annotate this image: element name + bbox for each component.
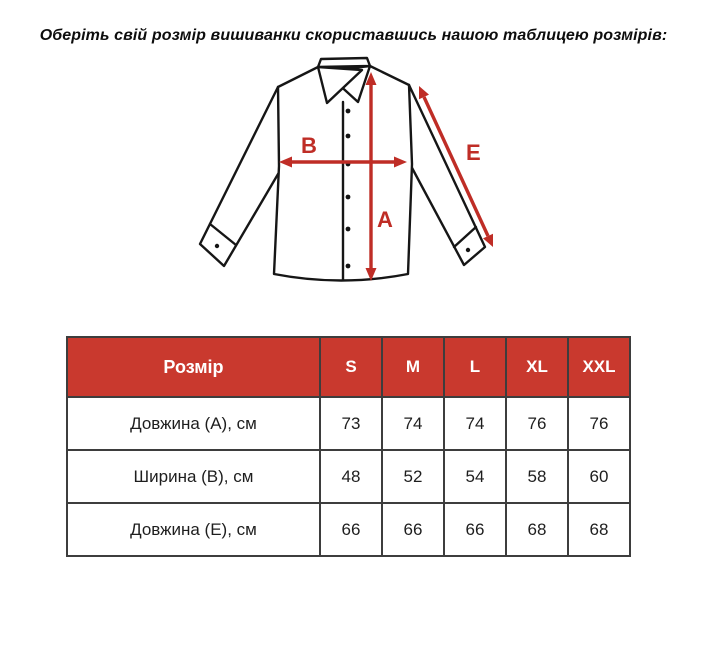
arrow-a-head-top — [365, 72, 376, 85]
button-dot — [345, 108, 350, 114]
arrow-a-head-bottom — [365, 268, 376, 281]
value-cell: 76 — [567, 396, 631, 451]
shirt-outline — [198, 56, 486, 282]
value-cell: 66 — [443, 502, 507, 557]
left-cuff-seam — [208, 222, 237, 247]
label-sleeve-e: E — [466, 140, 481, 165]
value-cell: 66 — [381, 502, 445, 557]
header-cell-size-xxl: XXL — [567, 336, 631, 398]
header-cell-size-label: Розмір — [66, 336, 321, 398]
button-dot — [345, 226, 350, 232]
table-row-width-b: Ширина (B), см 48 52 54 58 60 — [66, 449, 631, 504]
right-cuff-seam — [452, 225, 477, 249]
header-cell-size-m: M — [381, 336, 445, 398]
shirt-buttons — [214, 108, 470, 269]
value-cell: 74 — [381, 396, 445, 451]
left-cuff-button — [214, 243, 219, 249]
button-dot — [345, 194, 350, 200]
arrow-e-head-bottom — [482, 233, 493, 247]
measurement-arrows — [278, 72, 493, 281]
value-cell: 68 — [567, 502, 631, 557]
arrow-e-head-top — [418, 86, 429, 100]
table-row-length-e: Довжина (E), см 66 66 66 68 68 — [66, 502, 631, 557]
value-cell: 48 — [319, 449, 383, 504]
size-guide-page: Оберіть свій розмір вишиванки скориставш… — [0, 26, 707, 557]
row-label: Довжина (A), см — [66, 396, 321, 451]
right-sleeve — [407, 83, 486, 267]
measurement-labels: B A E — [301, 133, 481, 232]
right-cuff-button — [465, 247, 470, 253]
value-cell: 52 — [381, 449, 445, 504]
left-sleeve — [198, 85, 282, 268]
value-cell: 74 — [443, 396, 507, 451]
collar-left-flap — [316, 65, 363, 105]
page-title: Оберіть свій розмір вишиванки скориставш… — [39, 27, 668, 44]
value-cell: 60 — [567, 449, 631, 504]
header-cell-size-xl: XL — [505, 336, 569, 398]
size-table: Розмір S M L XL XXL Довжина (A), см 73 7… — [66, 336, 631, 557]
header-cell-size-l: L — [443, 336, 507, 398]
value-cell: 73 — [319, 396, 383, 451]
shirt-diagram-svg: B A E — [198, 56, 493, 282]
label-length-a: A — [377, 207, 393, 232]
value-cell: 58 — [505, 449, 569, 504]
table-row-length-a: Довжина (A), см 73 74 74 76 76 — [66, 396, 631, 451]
size-table-header-row: Розмір S M L XL XXL — [66, 336, 631, 398]
button-dot — [345, 133, 350, 139]
value-cell: 66 — [319, 502, 383, 557]
arrow-b-head-left — [278, 156, 292, 168]
label-width-b: B — [301, 133, 317, 158]
arrow-e-line — [421, 96, 490, 237]
arrow-b-head-right — [393, 156, 407, 168]
value-cell: 76 — [505, 396, 569, 451]
row-label: Довжина (E), см — [66, 502, 321, 557]
header-cell-size-s: S — [319, 336, 383, 398]
value-cell: 54 — [443, 449, 507, 504]
row-label: Ширина (B), см — [66, 449, 321, 504]
button-dot — [345, 263, 350, 269]
value-cell: 68 — [505, 502, 569, 557]
shirt-measurement-diagram: B A E — [184, 54, 524, 299]
